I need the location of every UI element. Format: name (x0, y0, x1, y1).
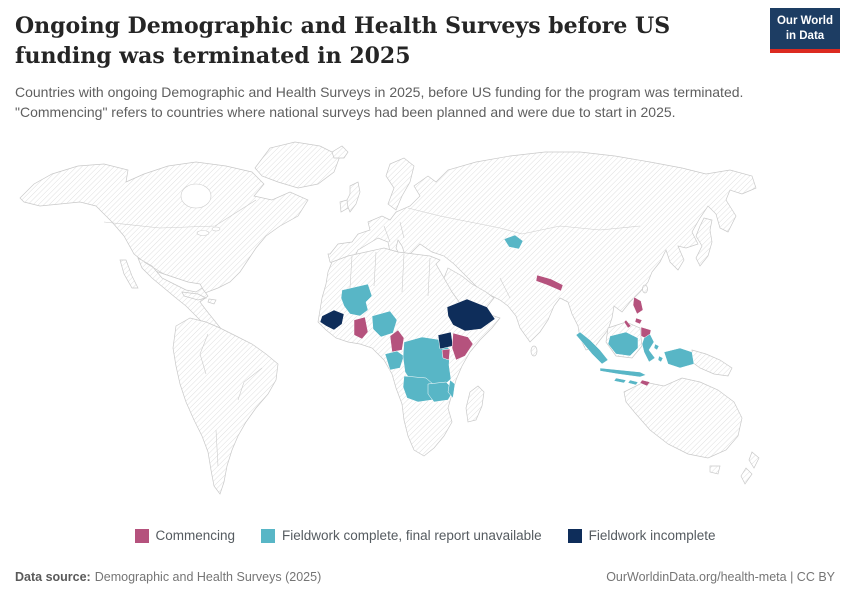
country-indonesia-west-papua[interactable] (663, 347, 695, 369)
country-philippines-visayas[interactable] (634, 317, 643, 325)
great-lake (211, 226, 221, 232)
island-new-zealand-north (748, 451, 760, 469)
landmass-japan (695, 217, 713, 267)
legend-item-fieldwork-incomplete[interactable]: Fieldwork incomplete (567, 528, 716, 543)
border-europe-2 (399, 221, 405, 239)
border-us-mexico (143, 261, 177, 279)
map-legend: Commencing Fieldwork complete, final rep… (0, 528, 850, 543)
country-indonesia-lesser-sunda-2[interactable] (627, 379, 639, 386)
owid-logo[interactable]: Our World in Data (770, 8, 840, 53)
country-nigeria[interactable] (371, 310, 398, 338)
legend-label-commencing: Commencing (155, 528, 236, 543)
border-sahara-1 (349, 255, 353, 289)
country-philippines-palawan[interactable] (623, 319, 632, 329)
island-cuba (181, 291, 208, 301)
island-tasmania (709, 465, 721, 475)
border-india-pakistan (499, 277, 511, 299)
country-ghana[interactable] (353, 316, 369, 340)
border-europe-1 (383, 225, 391, 243)
data-source-value: Demographic and Health Surveys (2025) (94, 570, 322, 584)
island-sri-lanka (530, 345, 538, 357)
border-south-america-1 (199, 333, 209, 375)
border-sahara-3 (401, 253, 405, 293)
island-ireland (339, 199, 349, 213)
country-indonesia-lesser-sunda-1[interactable] (613, 377, 627, 384)
legend-label-fieldwork-complete: Fieldwork complete, final report unavail… (282, 528, 542, 543)
hudson-bay (180, 183, 212, 209)
world-map[interactable] (0, 130, 850, 520)
legend-item-commencing[interactable]: Commencing (134, 528, 236, 543)
country-indonesia-maluku-1[interactable] (653, 343, 660, 351)
owid-logo-line1: Our World (776, 15, 833, 27)
island-madagascar (465, 385, 485, 423)
world-map-svg[interactable] (0, 130, 850, 520)
country-indonesia-sulawesi[interactable] (641, 333, 656, 363)
country-angola[interactable] (402, 375, 435, 403)
border-us-canada (103, 199, 257, 229)
country-indonesia-maluku-2[interactable] (657, 355, 664, 363)
great-lake (196, 230, 210, 236)
landmass-baja (119, 259, 139, 289)
country-malawi[interactable] (447, 379, 456, 399)
border-south-america-3 (215, 429, 219, 467)
border-sahara-4 (427, 257, 431, 297)
data-source-label: Data source: (15, 570, 91, 584)
country-gabon[interactable] (384, 350, 405, 371)
island-new-guinea-east (691, 349, 733, 377)
country-nepal[interactable] (535, 274, 564, 292)
chart-footer: Data source: Demographic and Health Surve… (15, 570, 835, 584)
country-guinea[interactable] (319, 309, 345, 331)
legend-item-fieldwork-complete[interactable]: Fieldwork complete, final report unavail… (261, 528, 542, 543)
country-indonesia-sumatra[interactable] (575, 331, 609, 365)
landmass-north-america (19, 161, 309, 294)
country-indonesia-java[interactable] (599, 367, 647, 378)
landmass-australia (623, 377, 743, 459)
island-iceland (331, 145, 349, 159)
footer-credit-link[interactable]: OurWorldinData.org/health-meta | CC BY (606, 570, 835, 584)
legend-swatch-commencing (134, 528, 149, 543)
country-timor-leste[interactable] (639, 379, 651, 387)
chart-title: Ongoing Demographic and Health Surveys b… (15, 13, 671, 69)
legend-label-fieldwork-incomplete: Fieldwork incomplete (588, 528, 716, 543)
country-zambia[interactable] (427, 381, 455, 403)
country-mali[interactable] (340, 283, 373, 317)
country-rwanda-burundi[interactable] (441, 348, 451, 361)
country-kenya[interactable] (451, 332, 474, 361)
landmass-british-isles (345, 181, 361, 213)
country-indonesia-kalimantan[interactable] (607, 331, 639, 357)
country-cameroon[interactable] (389, 329, 405, 353)
country-philippines-luzon[interactable] (632, 296, 644, 315)
landmass-south-america (172, 317, 279, 495)
border-south-america-2 (237, 367, 263, 401)
landmass-greenland (254, 141, 341, 189)
data-source: Data source: Demographic and Health Surve… (15, 570, 321, 584)
owid-logo-line2: in Data (785, 29, 825, 42)
border-russia-south (407, 207, 641, 235)
chart-subtitle: Countries with ongoing Demographic and H… (15, 84, 744, 121)
border-sahara-2 (373, 251, 377, 287)
legend-swatch-fieldwork-incomplete (567, 528, 582, 543)
landmass-scandinavia (385, 157, 415, 211)
legend-swatch-fieldwork-complete (261, 528, 276, 543)
country-ethiopia[interactable] (446, 298, 496, 332)
island-taiwan (642, 284, 648, 294)
island-hispaniola (207, 298, 217, 305)
country-uganda[interactable] (437, 331, 454, 350)
island-new-zealand-south (740, 467, 753, 485)
country-tajikistan[interactable] (503, 234, 524, 250)
